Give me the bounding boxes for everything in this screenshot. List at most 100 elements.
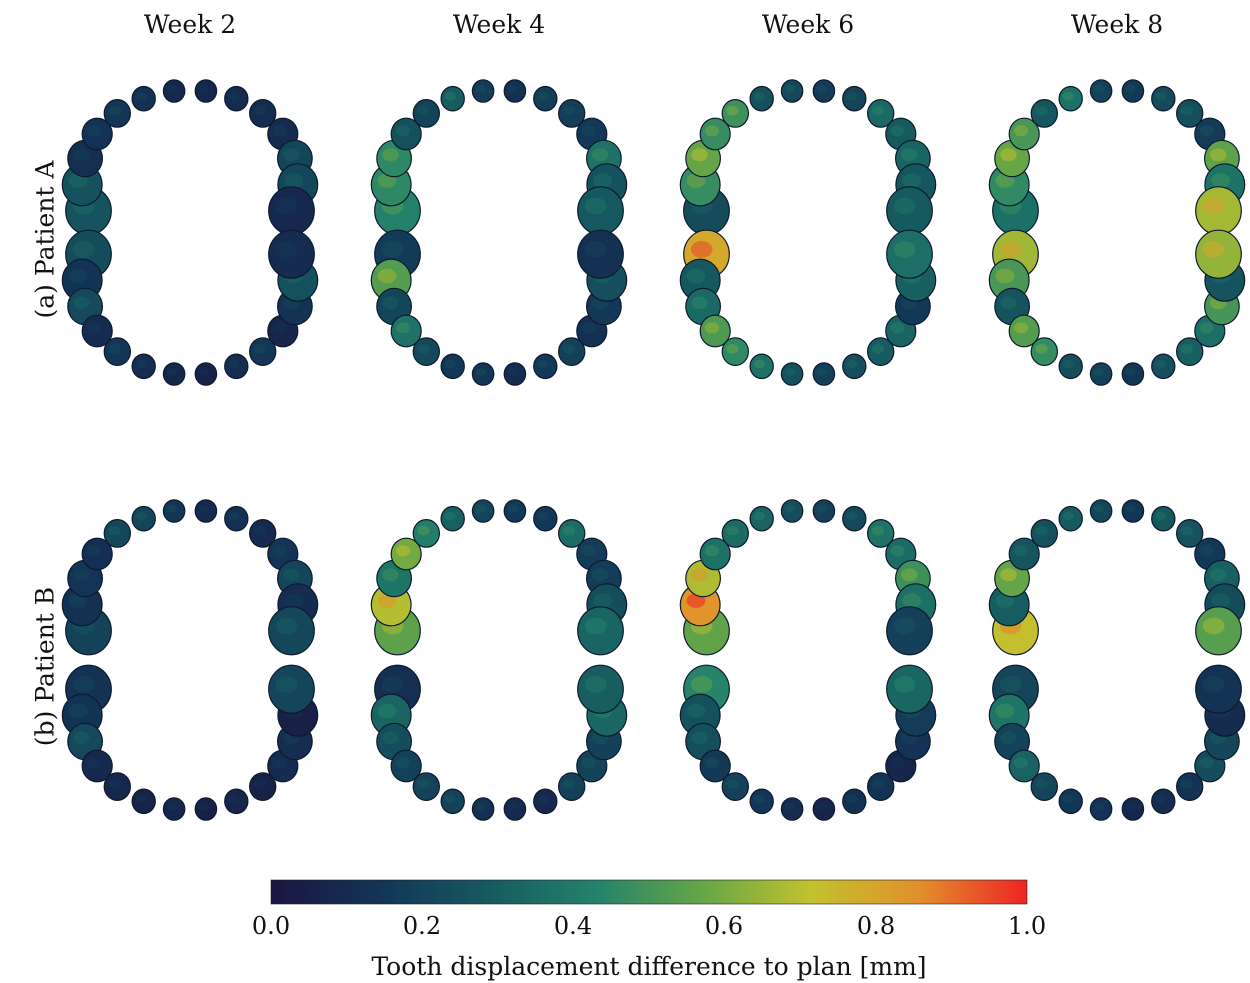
tooth-highlight (1180, 525, 1194, 536)
tooth-highlight (890, 322, 905, 334)
tooth-highlight (1199, 322, 1214, 334)
tooth-highlight (562, 779, 576, 789)
tooth-highlight (275, 241, 298, 258)
tooth-highlight (1093, 802, 1104, 811)
tooth-highlight (999, 676, 1022, 693)
tooth-highlight (1180, 344, 1194, 354)
tooth-highlight (198, 367, 209, 376)
tooth-highlight (284, 593, 304, 608)
upper-arch-b-4 (370, 499, 628, 656)
lower-arch-a-8 (988, 229, 1246, 386)
tooth-highlight (395, 125, 411, 137)
tooth-highlight (135, 794, 147, 804)
lower-arch-a-6 (679, 229, 937, 386)
tooth-highlight (1093, 84, 1104, 93)
tooth-highlight (686, 703, 706, 719)
tooth-highlight (537, 359, 549, 369)
tooth-highlight (584, 197, 607, 215)
tooth-highlight (381, 676, 404, 693)
tooth-highlight (253, 525, 267, 536)
tooth-highlight (704, 322, 720, 334)
upper-arch-b-2 (61, 499, 319, 656)
tooth-highlight (1210, 148, 1227, 162)
tooth-highlight (1093, 504, 1104, 513)
tooth-highlight (417, 105, 430, 116)
lower-arch-b-8 (988, 664, 1246, 821)
tooth-highlight (1180, 105, 1194, 116)
tooth-highlight (1000, 568, 1017, 582)
tooth-highlight (999, 241, 1022, 258)
tooth-highlight (871, 105, 885, 116)
tooth-highlight (1062, 511, 1074, 521)
tooth-highlight (890, 125, 905, 137)
tooth-highlight (444, 511, 456, 521)
tooth-highlight (228, 91, 240, 101)
tooth-highlight (135, 511, 147, 521)
tooth-highlight (166, 802, 177, 811)
tooth-highlight (1202, 617, 1225, 635)
tooth-highlight (1013, 757, 1029, 769)
tooth-highlight (893, 241, 916, 258)
tooth-highlight (86, 322, 102, 334)
tooth-highlight (475, 367, 486, 376)
lower-arch-b-2 (61, 664, 319, 821)
lower-arch-b-4 (370, 664, 628, 821)
upper-arch-a-6 (679, 79, 937, 236)
tooth-highlight (166, 504, 177, 513)
tooth-highlight (166, 367, 177, 376)
tooth-highlight (417, 525, 430, 536)
tooth-highlight (86, 125, 102, 137)
lower-arch-a-2 (61, 229, 319, 386)
tooth-highlight (1155, 91, 1167, 101)
tooth-highlight (691, 731, 708, 745)
upper-arch-a-8 (988, 79, 1246, 236)
tooth-highlight (382, 296, 399, 310)
tooth-highlight (198, 504, 209, 513)
tooth-highlight (86, 545, 102, 557)
tooth-highlight (68, 703, 88, 719)
tooth-highlight (253, 779, 267, 789)
colorbar-tick-4: 0.8 (856, 912, 896, 940)
tooth-highlight (871, 344, 885, 354)
tooth-highlight (275, 676, 298, 693)
column-title-week-4: Week 4 (452, 10, 546, 39)
tooth-highlight (475, 84, 486, 93)
tooth-highlight (382, 148, 399, 162)
upper-arch-b-6 (679, 499, 937, 656)
tooth-highlight (537, 511, 549, 521)
tooth-highlight (902, 593, 922, 608)
tooth-highlight (228, 511, 240, 521)
tooth-highlight (444, 359, 456, 369)
tooth-highlight (1013, 545, 1029, 557)
upper-arch-a-4 (370, 79, 628, 236)
tooth-highlight (72, 241, 95, 258)
colorbar-tick-3: 0.6 (704, 912, 744, 940)
tooth-highlight (135, 91, 147, 101)
lower-arch-b-6 (679, 664, 937, 821)
tooth-highlight (382, 731, 399, 745)
tooth-highlight (475, 504, 486, 513)
tooth-highlight (581, 322, 596, 334)
tooth-highlight (704, 125, 720, 137)
tooth-highlight (593, 593, 613, 608)
colorbar-label: Tooth displacement difference to plan [m… (371, 952, 927, 981)
column-title-week-8: Week 8 (1070, 10, 1164, 39)
tooth-highlight (893, 676, 916, 693)
tooth-highlight (1199, 757, 1214, 769)
lower-arch-a-4 (370, 229, 628, 386)
tooth-highlight (890, 757, 905, 769)
tooth-highlight (537, 794, 549, 804)
tooth-highlight (444, 91, 456, 101)
tooth-highlight (1180, 779, 1194, 789)
tooth-highlight (1035, 779, 1048, 789)
tooth-highlight (1202, 197, 1225, 215)
colorbar-tick-0: 0.0 (251, 912, 291, 940)
tooth-highlight (537, 91, 549, 101)
tooth-highlight (395, 757, 411, 769)
tooth-highlight (377, 703, 397, 719)
tooth-highlight (417, 344, 430, 354)
tooth-highlight (507, 802, 518, 811)
tooth-highlight (816, 802, 827, 811)
tooth-highlight (381, 241, 404, 258)
